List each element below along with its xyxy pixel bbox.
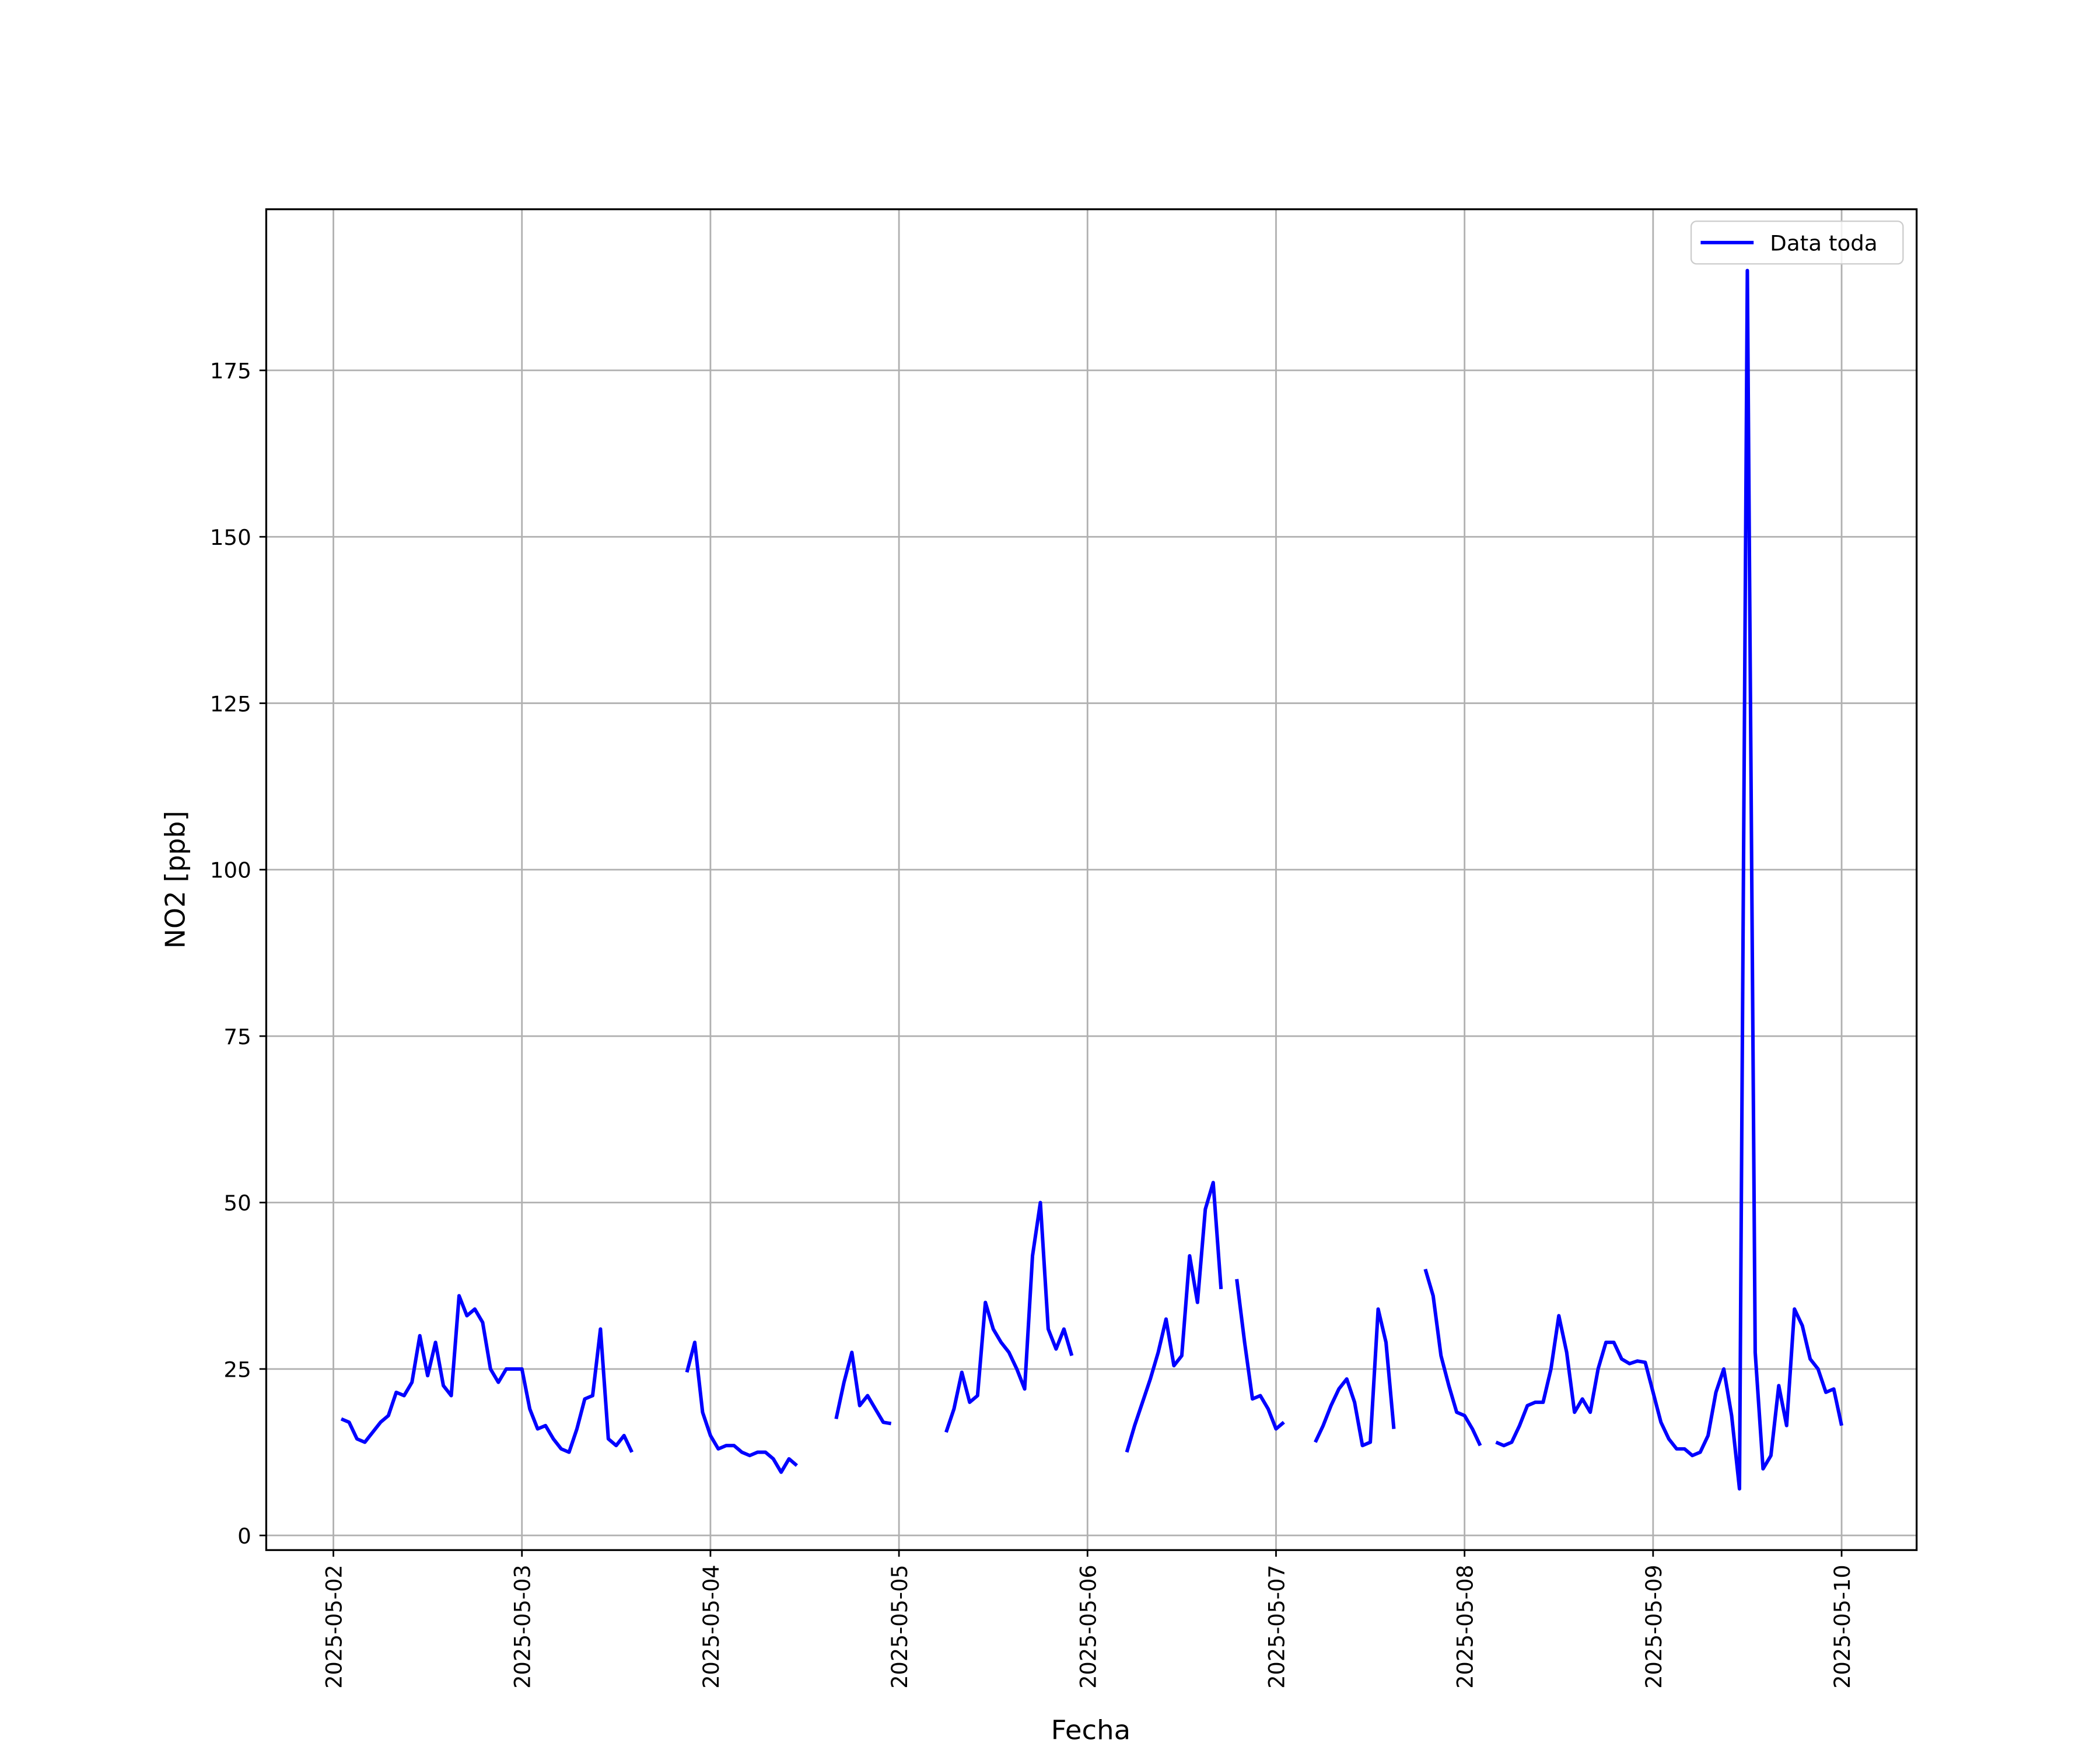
x-tick-label: 2025-05-04 xyxy=(699,1564,724,1688)
x-tick-label: 2025-05-06 xyxy=(1076,1564,1101,1688)
legend-box xyxy=(1690,220,1904,265)
y-tick-label: 175 xyxy=(210,359,251,384)
legend-label: Data toda xyxy=(1770,231,1878,256)
y-tick-label: 125 xyxy=(210,692,251,717)
plot-frame xyxy=(265,208,1918,1551)
x-tick-label: 2025-05-09 xyxy=(1642,1564,1667,1688)
y-tick-label: 50 xyxy=(223,1191,251,1216)
x-tick-label: 2025-05-03 xyxy=(510,1564,535,1688)
data-line xyxy=(340,268,1843,1491)
x-tick-label: 2025-05-02 xyxy=(321,1564,346,1688)
y-tick-label: 150 xyxy=(210,525,251,550)
x-tick-label: 2025-05-07 xyxy=(1264,1564,1289,1688)
y-tick-label: 0 xyxy=(237,1524,251,1549)
y-axis-label: NO2 [ppb] xyxy=(159,811,191,949)
x-axis-label: Fecha xyxy=(1051,1714,1131,1745)
x-tick-label: 2025-05-05 xyxy=(887,1564,912,1688)
y-tick-label: 100 xyxy=(210,858,251,883)
x-tick-label: 2025-05-10 xyxy=(1830,1564,1855,1688)
x-tick-label: 2025-05-08 xyxy=(1452,1564,1478,1688)
y-tick-label: 25 xyxy=(223,1357,251,1382)
y-tick-label: 75 xyxy=(223,1024,251,1049)
